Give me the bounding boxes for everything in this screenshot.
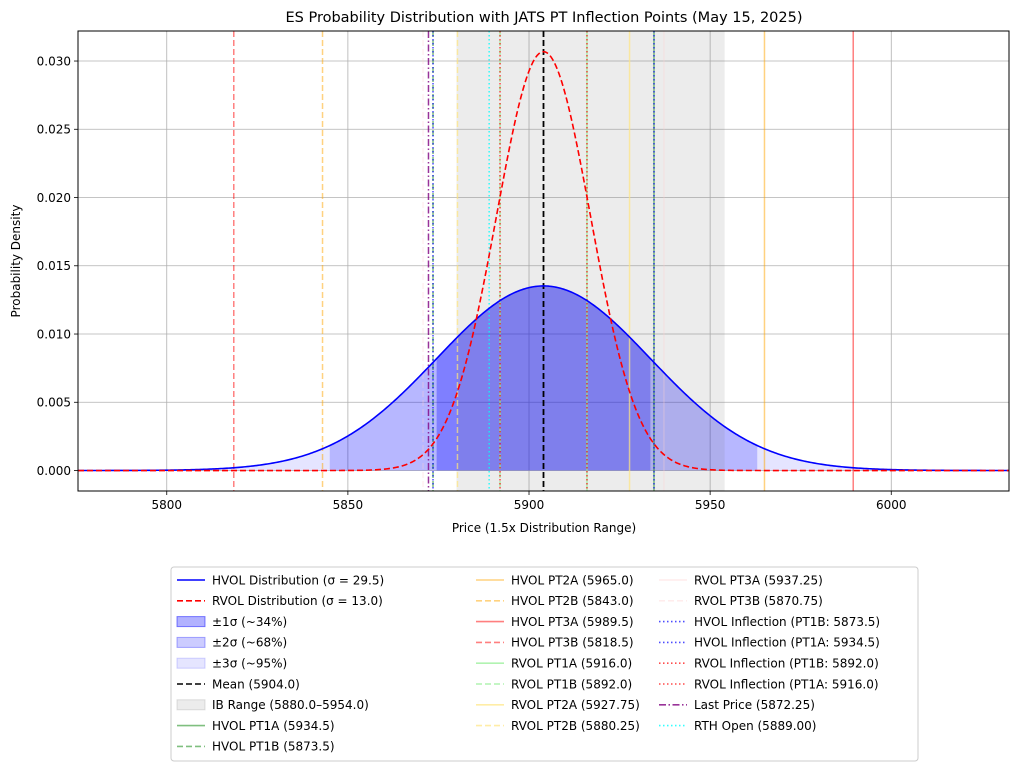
- y-tick-label: 0.005: [37, 396, 71, 410]
- plot-content: [78, 31, 1009, 491]
- chart-title: ES Probability Distribution with JATS PT…: [285, 10, 802, 26]
- legend-label: RVOL PT2B (5880.25): [511, 719, 640, 733]
- y-tick-label: 0.010: [37, 327, 71, 341]
- legend-entry: RVOL PT2B (5880.25): [476, 719, 640, 733]
- legend-entry: HVOL PT2B (5843.0): [476, 594, 634, 608]
- legend-entry: HVOL PT1B (5873.5): [177, 740, 335, 754]
- series-rvol-distribution-13-0: [78, 50, 1009, 472]
- legend-entry: HVOL PT3B (5818.5): [476, 636, 634, 650]
- legend-label: HVOL PT3B (5818.5): [511, 636, 634, 650]
- legend-label: Last Price (5872.25): [694, 698, 815, 712]
- legend-label: RVOL Distribution (σ = 13.0): [212, 594, 383, 608]
- legend-swatch: [176, 699, 206, 711]
- legend-label: RVOL PT3B (5870.75): [694, 594, 823, 608]
- legend-entry: RTH Open (5889.00): [659, 719, 816, 733]
- legend-swatch: [176, 657, 206, 669]
- x-tick-label: 5800: [151, 498, 182, 512]
- legend-entry: RVOL Distribution (σ = 13.0): [177, 594, 383, 608]
- x-tick-label: 5950: [695, 498, 726, 512]
- legend-entry: RVOL PT3A (5937.25): [659, 573, 823, 587]
- y-tick-label: 0.000: [37, 464, 71, 478]
- legend-entry: ±2σ (~68%): [176, 636, 287, 650]
- legend-label: RVOL PT3A (5937.25): [694, 573, 823, 587]
- x-tick-label: 6000: [876, 498, 907, 512]
- legend-entry: RVOL PT1B (5892.0): [476, 677, 632, 691]
- legend-label: RVOL Inflection (PT1A: 5916.0): [694, 677, 879, 691]
- legend-label: HVOL PT1B (5873.5): [212, 740, 335, 754]
- plot-area: 5800 5850 5900 5950 6000 0.000 0.005 0.010 0.015…: [37, 30, 1010, 512]
- legend-label: HVOL PT2A (5965.0): [511, 573, 634, 587]
- legend-entry: RVOL Inflection (PT1A: 5916.0): [659, 677, 879, 691]
- legend-entry: Mean (5904.0): [177, 677, 300, 691]
- legend-entry: Last Price (5872.25): [659, 698, 815, 712]
- legend-label: RVOL PT2A (5927.75): [511, 698, 640, 712]
- legend-swatch: [176, 616, 206, 628]
- y-tick-label: 0.020: [37, 191, 71, 205]
- plot-frame: [77, 30, 1010, 492]
- legend-label: HVOL PT1A (5934.5): [212, 719, 335, 733]
- legend-label: ±1σ (~34%): [212, 615, 287, 629]
- y-tick-label: 0.030: [37, 54, 71, 68]
- legend-label: RVOL Inflection (PT1B: 5892.0): [694, 657, 879, 671]
- legend-entry: HVOL PT1A (5934.5): [177, 719, 335, 733]
- legend-label: ±2σ (~68%): [212, 636, 287, 650]
- legend-label: Mean (5904.0): [212, 677, 300, 691]
- legend-entry: HVOL PT3A (5989.5): [476, 615, 634, 629]
- legend-swatch: [176, 636, 206, 648]
- legend-entry: HVOL PT2A (5965.0): [476, 573, 634, 587]
- legend-entry: ±3σ (~95%): [176, 657, 287, 671]
- legend-entry: ±1σ (~34%): [176, 615, 287, 629]
- y-axis-label: Probability Density: [9, 205, 23, 318]
- band-ib-range-5880-0-5954-0: [456, 31, 725, 491]
- x-axis-label: Price (1.5x Distribution Range): [452, 521, 636, 535]
- legend-entry: HVOL Inflection (PT1A: 5934.5): [659, 636, 880, 650]
- legend-label: HVOL Distribution (σ = 29.5): [212, 573, 384, 587]
- legend-entry: RVOL PT3B (5870.75): [659, 594, 823, 608]
- legend-entry: HVOL Inflection (PT1B: 5873.5): [659, 615, 880, 629]
- x-tick-label: 5900: [514, 498, 545, 512]
- series-hvol-distribution-29-5: [78, 285, 1009, 472]
- legend-label: HVOL PT2B (5843.0): [511, 594, 634, 608]
- legend-label: RVOL PT1A (5916.0): [511, 657, 632, 671]
- legend-box: [170, 566, 919, 762]
- legend-label: HVOL PT3A (5989.5): [511, 615, 634, 629]
- legend-label: ±3σ (~95%): [212, 657, 287, 671]
- legend-label: HVOL Inflection (PT1A: 5934.5): [694, 636, 880, 650]
- y-tick-label: 0.025: [37, 123, 71, 137]
- legend-label: HVOL Inflection (PT1B: 5873.5): [694, 615, 880, 629]
- legend-entry: IB Range (5880.0–5954.0): [176, 698, 369, 712]
- y-tick-label: 0.015: [37, 259, 71, 273]
- legend-label: RTH Open (5889.00): [694, 719, 816, 733]
- x-tick-label: 5850: [333, 498, 364, 512]
- legend-entry: RVOL Inflection (PT1B: 5892.0): [659, 657, 879, 671]
- legend-entry: RVOL PT1A (5916.0): [476, 657, 632, 671]
- legend-entry: RVOL PT2A (5927.75): [476, 698, 640, 712]
- legend-entry: HVOL Distribution (σ = 29.5): [177, 573, 384, 587]
- legend-label: IB Range (5880.0–5954.0): [212, 698, 369, 712]
- legend: HVOL Distribution (σ = 29.5) RVOL Distrib…: [170, 566, 919, 762]
- legend-label: RVOL PT1B (5892.0): [511, 677, 632, 691]
